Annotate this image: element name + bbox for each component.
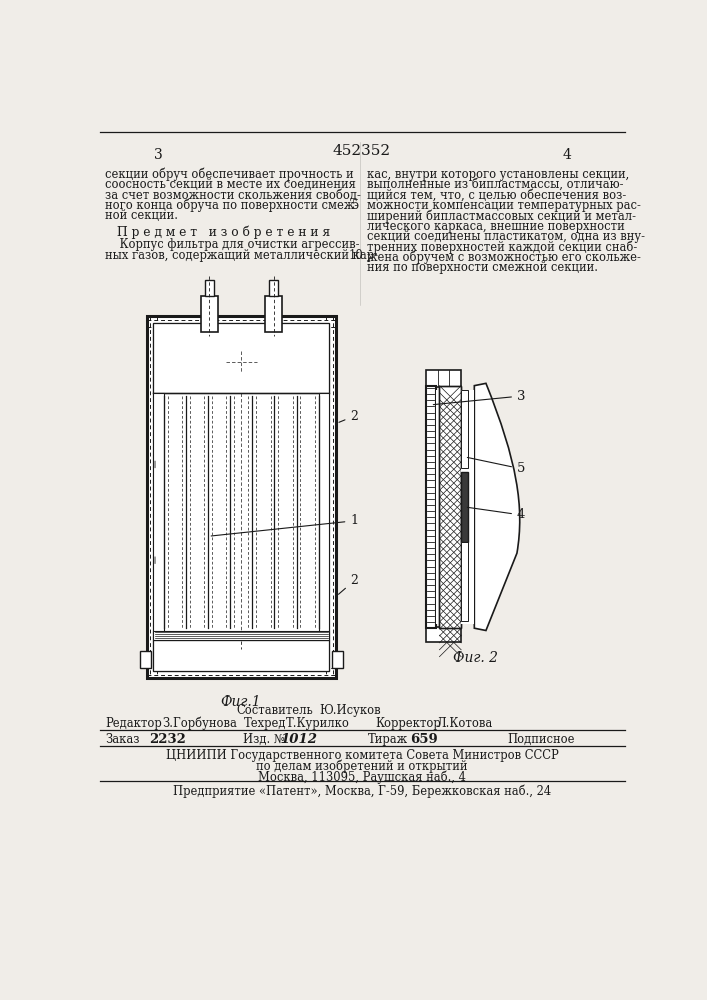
Text: 5: 5 bbox=[467, 457, 525, 475]
Text: ных газов, содержащий металлический кар-: ных газов, содержащий металлический кар- bbox=[105, 249, 378, 262]
Text: тренних поверхностей каждой секции снаб-: тренних поверхностей каждой секции снаб- bbox=[368, 241, 638, 254]
Bar bbox=[319, 393, 329, 640]
Text: Заказ: Заказ bbox=[105, 733, 140, 746]
Text: Техред: Техред bbox=[243, 717, 286, 730]
Text: 4: 4 bbox=[467, 507, 525, 521]
Text: ширений бипластмассовых секций и метал-: ширений бипластмассовых секций и метал- bbox=[368, 209, 636, 223]
Text: по делам изобретений и открытий: по делам изобретений и открытий bbox=[256, 760, 468, 773]
Text: ЦНИИПИ Государственного комитета Совета Министров СССР: ЦНИИПИ Государственного комитета Совета … bbox=[165, 749, 559, 762]
Text: 5: 5 bbox=[352, 199, 359, 212]
Bar bbox=[269, 280, 279, 296]
Bar bbox=[332, 651, 343, 668]
Bar bbox=[153, 640, 329, 671]
Text: Корпус фильтра для очистки агрессив-: Корпус фильтра для очистки агрессив- bbox=[105, 238, 360, 251]
Bar bbox=[153, 323, 329, 393]
Bar bbox=[426, 386, 436, 628]
Bar bbox=[440, 386, 461, 628]
Text: 2232: 2232 bbox=[149, 733, 186, 746]
Bar bbox=[146, 316, 337, 678]
Text: секции обруч обеспечивает прочность и: секции обруч обеспечивает прочность и bbox=[105, 168, 354, 181]
Text: соосность секций в месте их соединения: соосность секций в месте их соединения bbox=[105, 178, 356, 191]
Bar bbox=[265, 296, 282, 332]
Text: Л.Котова: Л.Котова bbox=[437, 717, 493, 730]
Text: Составитель: Составитель bbox=[236, 704, 313, 717]
Text: щийся тем, что, с целью обеспечения воз-: щийся тем, что, с целью обеспечения воз- bbox=[368, 189, 626, 202]
Bar bbox=[461, 389, 474, 624]
Text: 1012: 1012 bbox=[281, 733, 317, 746]
PathPatch shape bbox=[474, 383, 520, 631]
Text: Тираж: Тираж bbox=[368, 733, 407, 746]
Bar bbox=[461, 542, 468, 620]
Bar bbox=[153, 393, 164, 640]
Text: Фиг.1: Фиг.1 bbox=[221, 695, 262, 709]
Text: Т.Курилко: Т.Курилко bbox=[286, 717, 350, 730]
Bar bbox=[461, 389, 468, 468]
Text: ния по поверхности смежной секции.: ния по поверхности смежной секции. bbox=[368, 261, 598, 274]
Bar bbox=[140, 651, 151, 668]
Text: жена обручем с возможностью его скольже-: жена обручем с возможностью его скольже- bbox=[368, 251, 641, 264]
Bar bbox=[201, 296, 218, 332]
Text: 1: 1 bbox=[211, 514, 358, 536]
Bar bbox=[153, 323, 329, 671]
Bar bbox=[153, 631, 329, 640]
Text: Фиг. 2: Фиг. 2 bbox=[453, 651, 498, 665]
Text: Изд. №: Изд. № bbox=[243, 733, 285, 746]
Bar bbox=[204, 280, 214, 296]
Text: Подписное: Подписное bbox=[507, 733, 574, 746]
Text: 659: 659 bbox=[410, 733, 438, 746]
Bar bbox=[426, 370, 461, 387]
Text: Ю.Исуков: Ю.Исуков bbox=[320, 704, 381, 717]
Text: Москва, 113095, Раушская наб., 4: Москва, 113095, Раушская наб., 4 bbox=[258, 771, 466, 784]
Bar bbox=[440, 386, 461, 628]
Text: З.Горбунова: З.Горбунова bbox=[162, 717, 237, 730]
Text: 10: 10 bbox=[349, 249, 363, 262]
Text: 3: 3 bbox=[153, 148, 163, 162]
Text: ной секции.: ной секции. bbox=[105, 209, 178, 222]
Text: выполненные из бипластмассы, отличаю-: выполненные из бипластмассы, отличаю- bbox=[368, 178, 624, 191]
Text: 2: 2 bbox=[339, 574, 358, 594]
Text: П р е д м е т   и з о б р е т е н и я: П р е д м е т и з о б р е т е н и я bbox=[117, 226, 331, 239]
Text: 452352: 452352 bbox=[333, 144, 391, 158]
Text: кас, внутри которого установлены секции,: кас, внутри которого установлены секции, bbox=[368, 168, 630, 181]
Text: секций соединены пластикатом, одна из вну-: секций соединены пластикатом, одна из вн… bbox=[368, 230, 645, 243]
Bar bbox=[461, 472, 468, 542]
Text: Редактор: Редактор bbox=[105, 717, 162, 730]
Bar bbox=[436, 389, 440, 624]
Text: Предприятие «Патент», Москва, Г-59, Бережковская наб., 24: Предприятие «Патент», Москва, Г-59, Бере… bbox=[173, 785, 551, 798]
Text: ного конца обруча по поверхности смеж-: ного конца обруча по поверхности смеж- bbox=[105, 199, 358, 212]
Text: 2: 2 bbox=[339, 410, 358, 423]
Text: можности компенсации температурных рас-: можности компенсации температурных рас- bbox=[368, 199, 641, 212]
Text: 4: 4 bbox=[562, 148, 571, 162]
Bar bbox=[426, 627, 461, 642]
Text: Корректор: Корректор bbox=[375, 717, 441, 730]
Text: 3: 3 bbox=[433, 390, 525, 405]
Text: лического каркаса, внешние поверхности: лического каркаса, внешние поверхности bbox=[368, 220, 625, 233]
Text: за счет возможности скольжения свобод-: за счет возможности скольжения свобод- bbox=[105, 189, 361, 202]
